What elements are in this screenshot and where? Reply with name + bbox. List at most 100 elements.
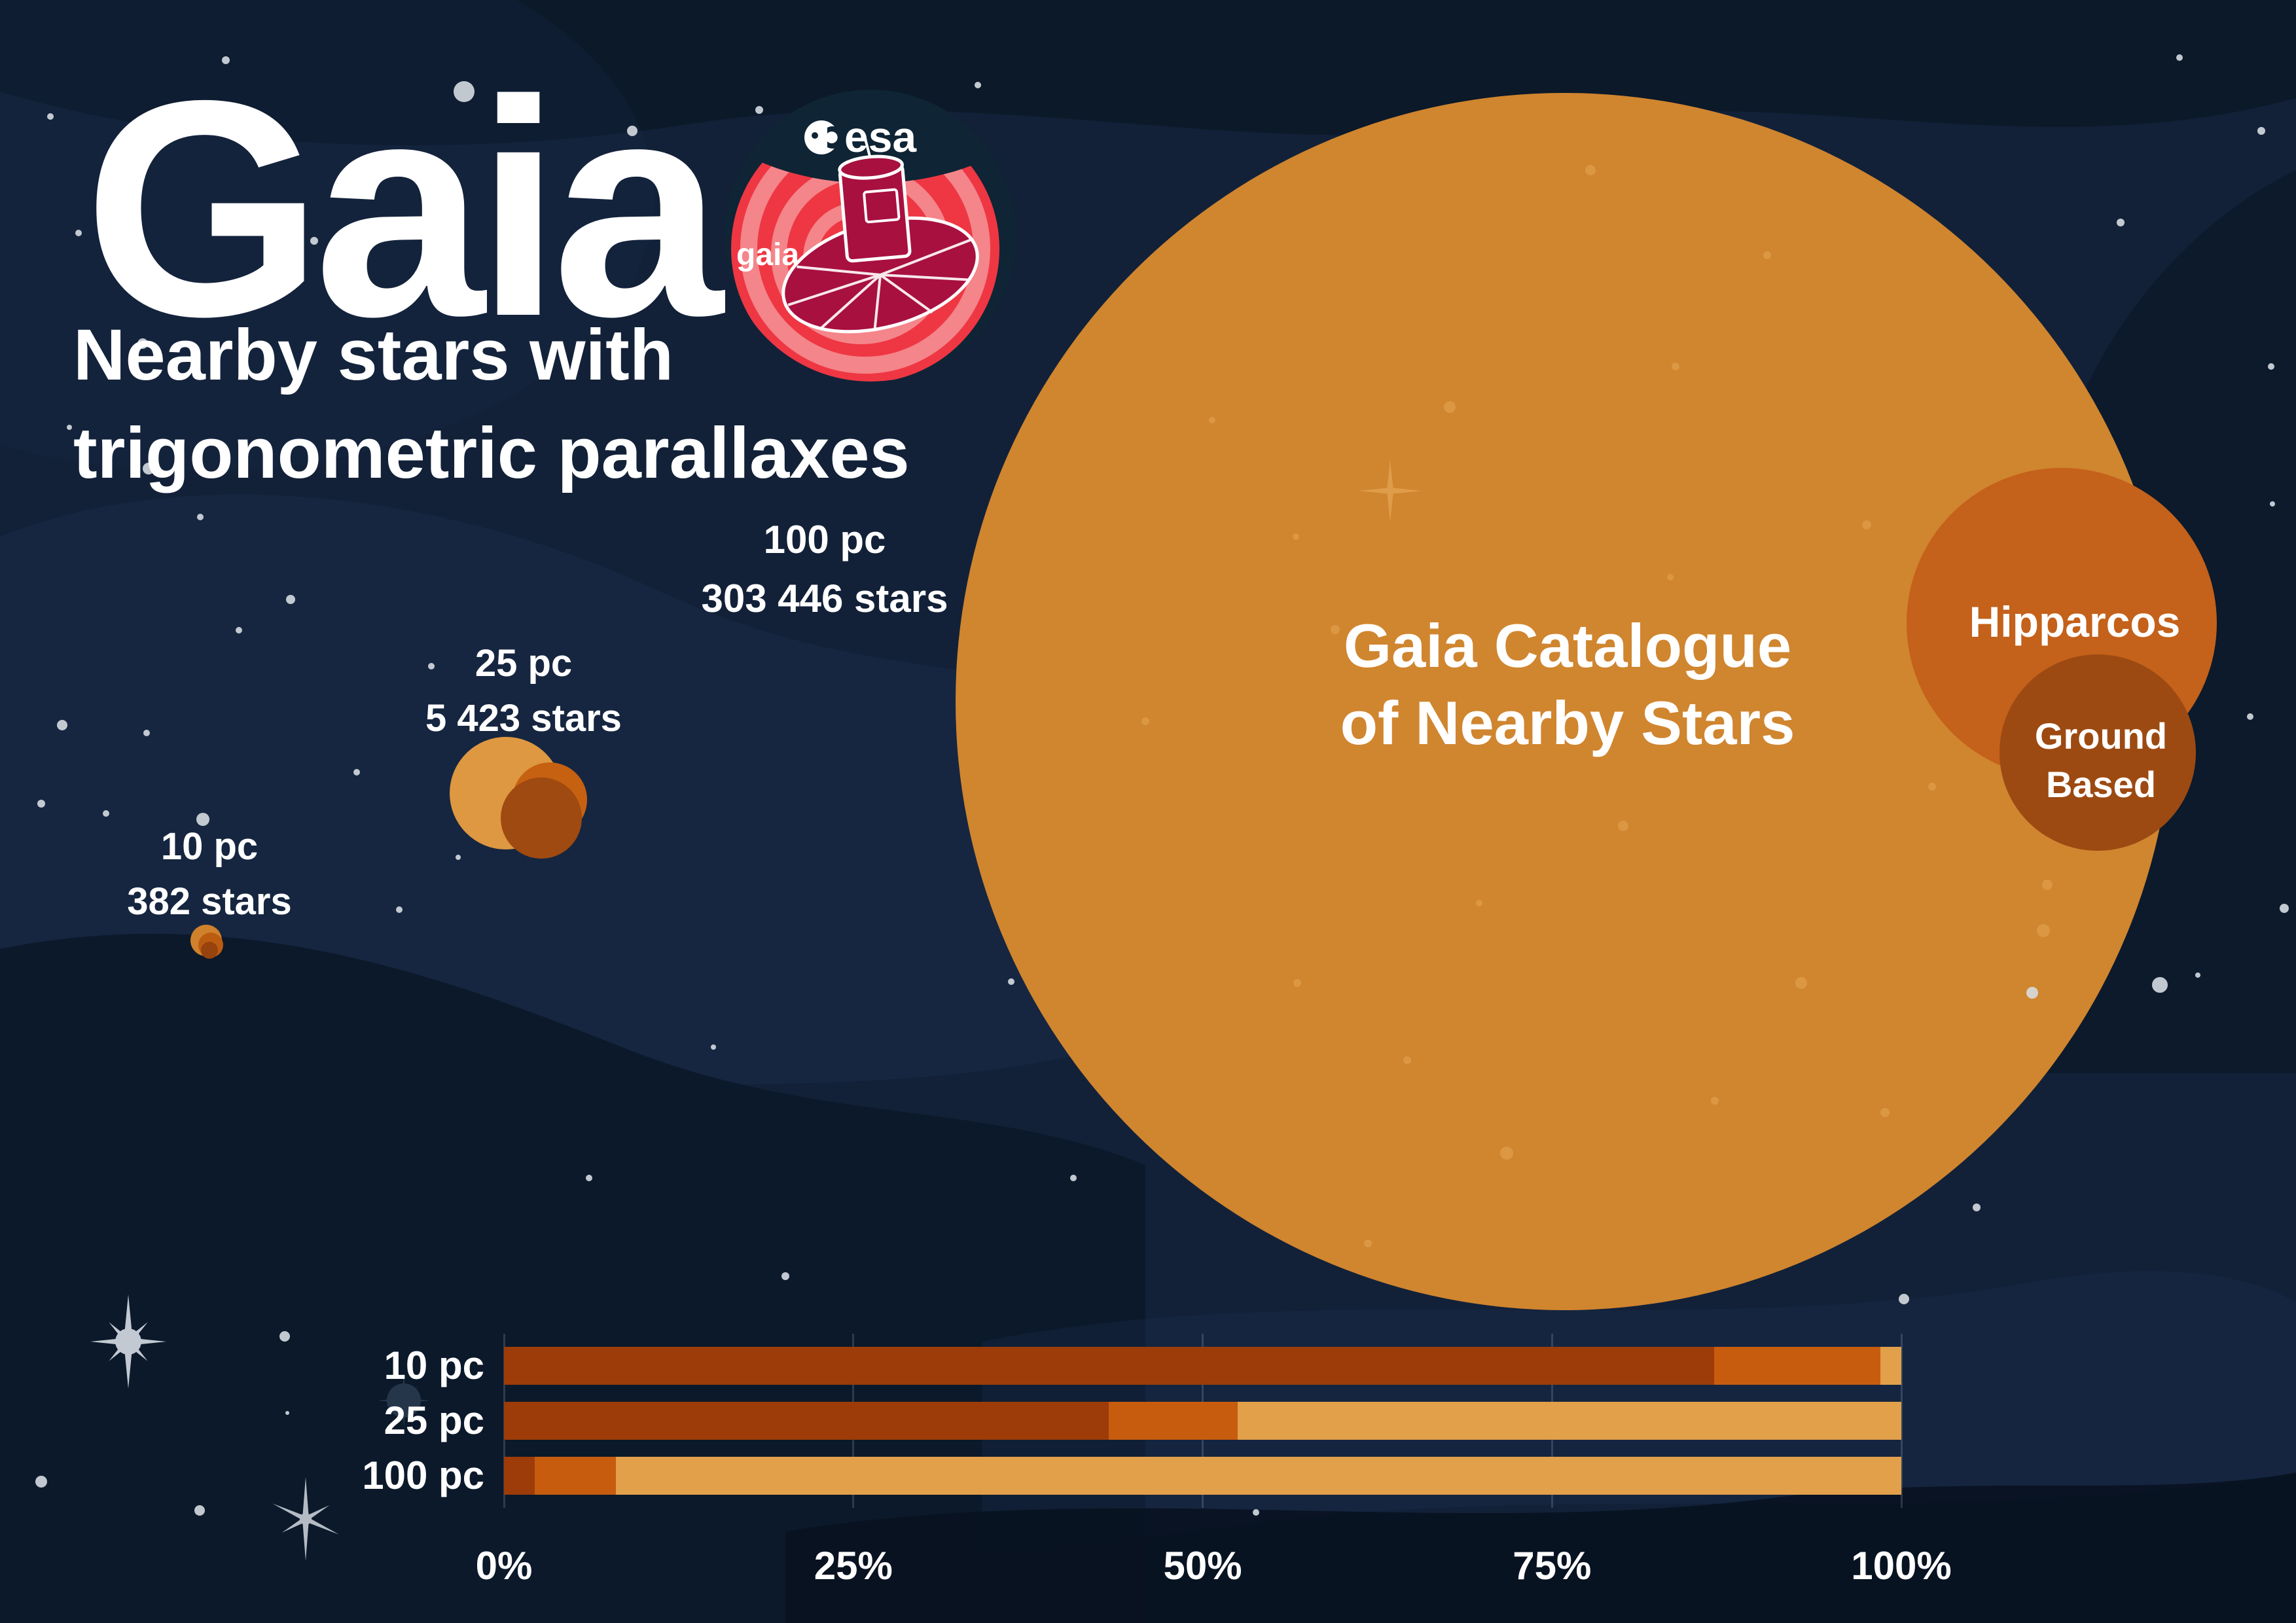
star-dot: [2268, 363, 2274, 370]
sparkle-star-icon: [1359, 459, 1422, 522]
bubble-label-10pc: 10 pc 382 stars: [65, 819, 353, 929]
circle-speckle: [1293, 979, 1301, 987]
sparkle-star-icon: [378, 1374, 430, 1427]
bar-segment-ground-based: [504, 1402, 1109, 1440]
circle-speckle: [2042, 880, 2053, 890]
wave-top: [0, 0, 2296, 146]
star-dot: [47, 113, 54, 120]
wave-bottom-strip: [785, 1472, 2296, 1623]
bar-row-label: 25 pc: [384, 1399, 484, 1442]
bubble-label-100pc: 100 pc 303 446 stars: [681, 510, 969, 628]
x-tick-label: 0%: [475, 1544, 533, 1588]
ground-based-label: Ground Based: [1954, 712, 2248, 809]
star-dot: [2270, 501, 2275, 507]
bar-segment-gaia: [615, 1457, 1901, 1495]
bubble-25pc-distance: 25 pc: [475, 642, 573, 685]
star-dot: [2247, 713, 2253, 720]
sparkle-star-icon: [272, 1477, 339, 1561]
star-dot: [586, 1175, 592, 1181]
circle-speckle: [1500, 1147, 1513, 1160]
bar-segment-ground-based: [504, 1347, 1714, 1385]
star-dot: [2152, 977, 2168, 993]
circle-speckle: [1862, 520, 1871, 529]
circle-speckle: [1711, 1097, 1719, 1105]
star-dot: [975, 82, 981, 88]
star-dot: [2257, 127, 2265, 135]
page-title: Gaia: [84, 37, 723, 380]
x-tick-label: 25%: [814, 1544, 893, 1588]
bar-segment-hipparcos: [1109, 1402, 1238, 1440]
star-dot: [454, 81, 475, 102]
star-dot: [196, 813, 209, 826]
star-dot: [755, 106, 763, 114]
grid-line: [1900, 1334, 1903, 1508]
ground-10pc-circle: [201, 942, 218, 959]
star-dot: [1008, 978, 1014, 985]
sparkle-ray: [389, 1386, 418, 1415]
star-dot: [2117, 219, 2125, 226]
star-dot: [194, 1505, 205, 1516]
star-dot: [1253, 1509, 1259, 1516]
star-dot: [2026, 987, 2038, 999]
bar-segment-ground-based: [504, 1457, 535, 1495]
gaia-satellite-icon: [781, 137, 979, 334]
x-tick-label: 75%: [1513, 1544, 1592, 1588]
esa-logo-text: esa: [844, 113, 917, 161]
circle-speckle: [1928, 783, 1936, 791]
bubble-label-25pc: 25 pc 5 423 stars: [380, 636, 668, 746]
star-dot: [781, 1272, 789, 1280]
x-tick-label: 50%: [1163, 1544, 1242, 1588]
star-dot: [1973, 1204, 1981, 1211]
bar-track: [504, 1347, 1901, 1385]
star-dot: [222, 56, 230, 64]
wave-bottom-left: [0, 933, 1145, 1623]
gaia-wordmark: gaia: [736, 238, 799, 272]
circle-speckle: [1331, 625, 1340, 634]
circle-speckle: [1476, 900, 1482, 906]
circle-speckle: [1585, 165, 1596, 175]
hipparcos-label: Hipparcos: [1969, 597, 2181, 646]
circle-speckle: [1444, 401, 1456, 413]
star-dot: [286, 595, 295, 604]
sparkle-star-icon: [90, 1294, 166, 1389]
star-dot: [35, 1476, 47, 1488]
wave-title-glow: [0, 0, 655, 471]
gaia-catalogue-circle: [956, 93, 2173, 1310]
star-dot: [1899, 1294, 1909, 1304]
bar-track: [504, 1457, 1901, 1495]
ground-based-circle: [2000, 654, 2196, 851]
esa-logo-icon: esa: [804, 113, 917, 161]
catalogue-line-1: Gaia Catalogue: [1343, 611, 1792, 680]
subtitle-line-2: trigonometric parallaxes: [73, 413, 910, 493]
venn-circles: [190, 93, 2217, 1310]
sparkle-ray: [378, 1398, 430, 1403]
sparkle-core: [300, 1513, 312, 1525]
star-dot: [57, 720, 67, 730]
circle-speckle: [1209, 417, 1215, 423]
circle-speckle: [1672, 363, 1679, 370]
star-dot: [197, 514, 204, 520]
star-dot: [37, 800, 45, 808]
gaia-catalogue-label: Gaia Catalogue of Nearby Stars: [1106, 607, 2029, 762]
star-dot: [396, 906, 403, 913]
sparkle-core: [387, 1383, 421, 1418]
subtitle-line-1: Nearby stars with: [73, 315, 674, 395]
catalogue-line-2: of Nearby Stars: [1340, 688, 1795, 757]
star-dot: [1070, 1175, 1077, 1181]
star-dot: [711, 1044, 716, 1050]
circle-speckle: [1763, 251, 1771, 259]
bar-track: [504, 1402, 1901, 1440]
star-dot: [103, 810, 109, 817]
star-dot: [67, 425, 72, 430]
circle-speckle: [2037, 924, 2050, 937]
star-dot: [143, 730, 150, 736]
circle-speckle: [1880, 1108, 1890, 1117]
bar-row-label: 10 pc: [384, 1344, 484, 1387]
star-dot: [137, 338, 148, 349]
circle-speckle: [1364, 1240, 1372, 1247]
circle-speckle: [1667, 574, 1674, 580]
sparkle-core: [115, 1329, 141, 1355]
